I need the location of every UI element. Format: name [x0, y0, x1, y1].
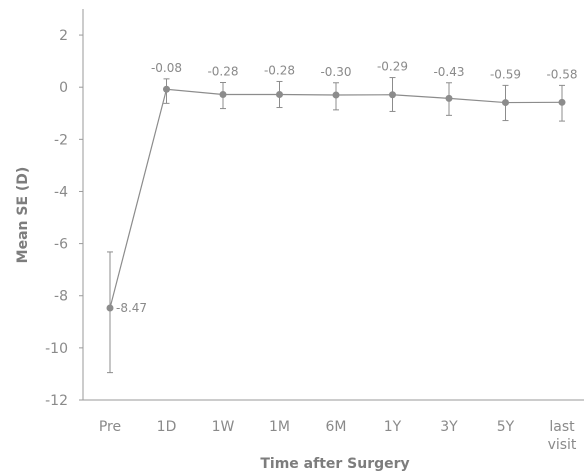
x-axis-title: Time after Surgery — [260, 456, 409, 472]
error-bar — [107, 251, 113, 374]
data-point — [163, 85, 170, 93]
data-label: -0.28 — [264, 63, 295, 77]
data-label: -0.59 — [490, 67, 521, 81]
series: -8.47 -0.08 -0.28 -0.28 -0.30 -0.29 -0.43 -0.59… — [106, 60, 578, 374]
y-tick-label: -6 — [54, 237, 68, 253]
x-tick-label: 5Y — [497, 419, 515, 435]
data-label: -0.28 — [207, 65, 238, 79]
data-point — [389, 91, 396, 99]
x-tick-label: last visit — [548, 419, 577, 453]
x-tick-label: 1M — [269, 419, 290, 435]
x-tick-label: 1W — [212, 419, 235, 435]
x-tick-label: 6M — [326, 419, 347, 435]
y-tick-label: -4 — [54, 184, 68, 200]
y-axis-title: Mean SE (D) — [15, 167, 31, 264]
data-label: -0.30 — [320, 65, 351, 79]
x-tick-label: 1D — [157, 419, 177, 435]
data-point — [332, 91, 340, 99]
x-tick-label: 3Y — [440, 419, 458, 435]
data-point — [106, 304, 114, 312]
data-point — [276, 90, 283, 98]
y-tick-label: -8 — [54, 289, 68, 305]
data-point — [219, 90, 227, 98]
data-label: -0.29 — [377, 60, 408, 74]
data-label: -0.08 — [151, 61, 182, 75]
x-tick-label: 1Y — [384, 419, 402, 435]
y-tick-label: -10 — [45, 341, 68, 357]
x-ticks: Pre 1D 1W 1M 6M 1Y 3Y 5Y last visit — [99, 419, 577, 453]
data-label: -0.58 — [546, 67, 577, 81]
y-tick-label: -12 — [45, 393, 68, 409]
y-tick-label: 0 — [59, 80, 68, 96]
y-ticks: 2 0 -2 -4 -6 -8 -10 -12 — [45, 28, 83, 409]
y-tick-label: 2 — [59, 28, 68, 44]
axes — [82, 9, 584, 401]
data-point — [558, 98, 566, 106]
y-tick-label: -2 — [54, 132, 68, 148]
data-point — [502, 99, 509, 107]
series-line — [109, 88, 563, 309]
data-label: -0.43 — [433, 65, 464, 79]
x-tick-label-line: last — [549, 419, 575, 435]
data-point — [445, 94, 453, 102]
x-tick-label-line: visit — [548, 437, 577, 453]
x-tick-label: Pre — [99, 419, 121, 435]
data-label: -8.47 — [116, 301, 147, 315]
